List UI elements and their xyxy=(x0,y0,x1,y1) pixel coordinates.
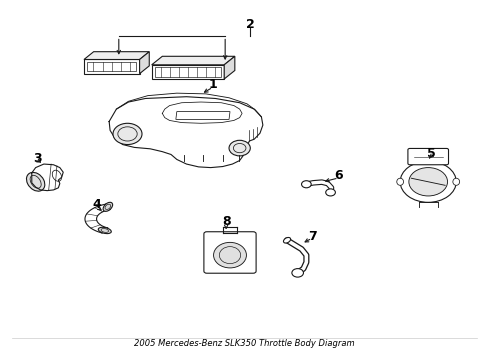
Polygon shape xyxy=(84,59,139,74)
FancyBboxPatch shape xyxy=(407,148,447,165)
Polygon shape xyxy=(85,204,110,233)
Circle shape xyxy=(399,161,455,202)
Ellipse shape xyxy=(26,172,45,191)
Polygon shape xyxy=(109,97,263,168)
Circle shape xyxy=(325,189,335,196)
Polygon shape xyxy=(32,164,63,191)
Ellipse shape xyxy=(103,202,112,211)
Polygon shape xyxy=(224,56,234,79)
Text: 2005 Mercedes-Benz SLK350 Throttle Body Diagram: 2005 Mercedes-Benz SLK350 Throttle Body … xyxy=(134,339,354,348)
Polygon shape xyxy=(139,52,149,74)
Ellipse shape xyxy=(213,242,246,268)
Ellipse shape xyxy=(283,238,290,243)
Text: 2: 2 xyxy=(245,18,254,31)
FancyBboxPatch shape xyxy=(203,232,256,273)
Circle shape xyxy=(408,168,447,196)
Ellipse shape xyxy=(396,178,403,185)
Ellipse shape xyxy=(98,227,111,234)
Polygon shape xyxy=(151,65,224,79)
Text: 6: 6 xyxy=(334,169,343,182)
Text: 5: 5 xyxy=(427,147,435,160)
Polygon shape xyxy=(84,52,149,59)
Circle shape xyxy=(113,123,142,145)
Text: 3: 3 xyxy=(33,152,42,165)
Text: 7: 7 xyxy=(307,230,316,243)
Ellipse shape xyxy=(452,178,459,185)
Circle shape xyxy=(228,140,250,156)
Circle shape xyxy=(301,181,310,188)
Text: 4: 4 xyxy=(93,198,101,211)
Circle shape xyxy=(291,269,303,277)
Text: 1: 1 xyxy=(208,78,217,91)
Polygon shape xyxy=(151,56,234,65)
Text: 8: 8 xyxy=(222,215,230,228)
